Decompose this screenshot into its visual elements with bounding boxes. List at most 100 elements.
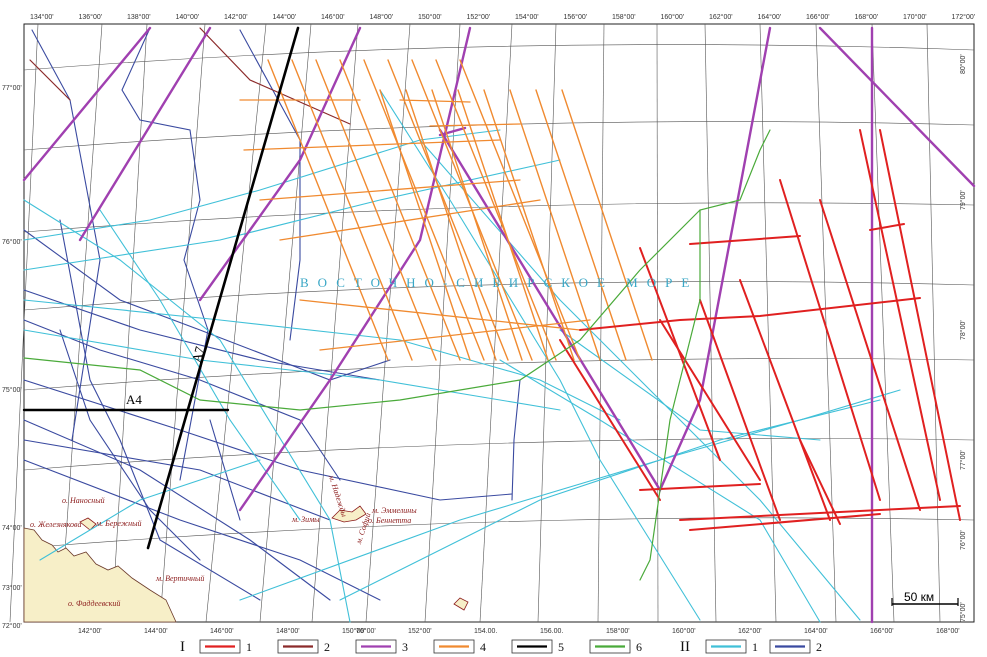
brown-seismic-line (29, 59, 71, 101)
legend-item-number: 4 (480, 640, 486, 654)
cyan-track-line (499, 359, 821, 623)
legend-item-number: 6 (636, 640, 642, 654)
green-track-line (23, 129, 771, 411)
meridian-line (111, 23, 148, 623)
navy-track-line (31, 29, 101, 441)
cyan-track-line (99, 209, 301, 521)
top-tick-label: 146°00' (321, 13, 345, 21)
top-tick-label: 138°00' (127, 13, 151, 21)
profile-a7-label: A7 (189, 344, 208, 364)
left-tick-label: 73°00' (2, 584, 22, 592)
top-tick-label: 162°00' (709, 13, 733, 21)
orange-seismic-line (259, 179, 521, 201)
purple-seismic-line (438, 26, 772, 493)
bottom-tick-label: 148°00' (276, 627, 300, 635)
right-tick-label: 80°00' (959, 54, 967, 74)
top-tick-label: 136°00' (79, 13, 103, 21)
red-seismic-line (689, 235, 801, 245)
bottom-extra-tick-label: 76°00' (356, 627, 376, 635)
sea-label: ВОСТОЧНО-СИБИРСКОЕ МОРЕ (300, 275, 698, 290)
bottom-tick-label: 166°00' (870, 627, 894, 635)
meridian-line (365, 23, 411, 623)
orange-seismic-line (299, 299, 581, 331)
coordinate-ticks: 134°00' 136°00' 138°00' 140°00' 142°00' 144°0… (2, 13, 975, 635)
right-tick-label: 76°00' (959, 530, 967, 550)
legend-item-number: 1 (246, 640, 252, 654)
navy-track-line (23, 459, 381, 601)
legend: I 1 2 3 4 5 6 II 1 2 (180, 639, 822, 655)
legend-group-1-label: I (180, 639, 185, 655)
meridian-line (205, 23, 267, 623)
legend-item-number: 2 (816, 640, 822, 654)
left-tick-label: 74°00' (2, 524, 22, 532)
bottom-tick-label: 162°00' (738, 627, 762, 635)
top-tick-label: 168°00' (855, 13, 879, 21)
bottom-tick-label: 164°00' (804, 627, 828, 635)
meridian-line (815, 23, 837, 623)
meridian-line (424, 23, 461, 623)
left-tick-label: 72°00' (2, 622, 22, 630)
top-tick-label: 148°00' (370, 13, 394, 21)
meridian-line (597, 23, 605, 623)
cyan-track-line (39, 459, 261, 561)
orange-seismic-line (535, 89, 627, 361)
place-faddeevsky: о. Фаддеевский (68, 599, 120, 608)
legend-group-2-label: II (680, 639, 690, 655)
top-tick-label: 152°00' (467, 13, 491, 21)
cyan-track-line (23, 199, 351, 623)
navy-track-line (23, 229, 391, 381)
navy-track-line (239, 29, 301, 341)
bottom-tick-label: 144°00' (144, 627, 168, 635)
red-seismic-line (559, 339, 661, 501)
place-berezhny: м. Бережный (95, 519, 142, 528)
bottom-tick-label: 152°00' (408, 627, 432, 635)
orange-seismic-line (387, 59, 509, 361)
navy-track-line (23, 289, 381, 381)
profile-a7-line (146, 26, 300, 550)
orange-seismic-line (509, 89, 601, 361)
orange-seismic-line (457, 89, 549, 361)
navy-track-line (209, 419, 241, 521)
orange-seismic-line (431, 89, 523, 361)
top-tick-label: 166°00' (806, 13, 830, 21)
left-tick-label: 76°00' (2, 238, 22, 246)
orange-seismic-line (379, 89, 471, 361)
red-seismic-line (799, 439, 841, 525)
orange-seismic-line (435, 59, 557, 361)
top-tick-label: 164°00' (758, 13, 782, 21)
bottom-tick-label: 150°00' (342, 627, 366, 635)
legend-item-number: 3 (402, 640, 408, 654)
right-tick-label: 79°00' (959, 190, 967, 210)
meridian-line (704, 23, 717, 623)
top-tick-label: 160°00' (661, 13, 685, 21)
small-island (453, 597, 469, 611)
red-seismic-line (869, 223, 905, 231)
legend-item-number: 5 (558, 640, 564, 654)
faddeevsky-island (23, 527, 177, 623)
navy-track-line (23, 319, 341, 481)
brown-seismic-line (199, 27, 351, 125)
place-nanosny: о. Наносный (62, 496, 105, 505)
orange-seismic-line (405, 89, 497, 361)
red-seismic-line (689, 513, 881, 531)
profile-a4-label: A4 (126, 392, 142, 407)
top-tick-label: 154°00' (515, 13, 539, 21)
cyan-track-line (23, 329, 561, 411)
purple-seismic-line (818, 26, 976, 188)
place-zheleznyakova: о. Железнякова (30, 520, 81, 529)
survey-lines (22, 26, 976, 624)
red-seismic-line (699, 299, 781, 521)
top-tick-label: 170°00' (903, 13, 927, 21)
meridian-line (926, 23, 941, 623)
top-tick-label: 172°00' (952, 13, 976, 21)
orange-seismic-line (363, 59, 485, 361)
bottom-tick-label: 160°00' (672, 627, 696, 635)
bottom-tick-label: 158°00' (606, 627, 630, 635)
right-tick-label: 75°00' (959, 602, 967, 622)
cyan-track-line (419, 139, 861, 621)
zheleznyakova-island (79, 517, 97, 531)
bottom-tick-label: 142°00' (78, 627, 102, 635)
orange-seismic-line (319, 319, 591, 351)
meridian-line (537, 23, 557, 623)
